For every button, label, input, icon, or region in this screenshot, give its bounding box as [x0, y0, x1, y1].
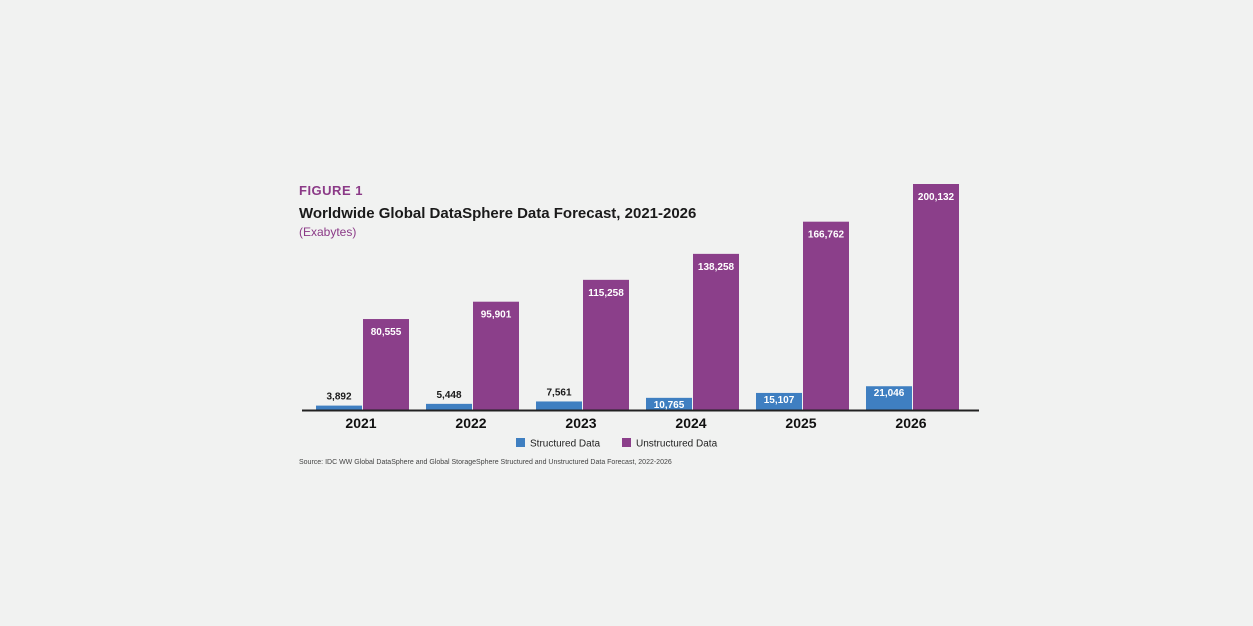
x-tick-label-2021: 2021	[345, 415, 376, 431]
data-label-structured-2024: 10,765	[654, 400, 685, 411]
bar-structured-2022	[426, 403, 472, 410]
bar-structured-2025	[756, 392, 802, 410]
figure-label: FIGURE 1	[299, 183, 363, 198]
legend-swatch-unstructured	[622, 438, 631, 447]
x-tick-label-2025: 2025	[785, 415, 816, 431]
x-tick-label-2024: 2024	[675, 415, 706, 431]
data-label-structured-2021: 3,892	[326, 392, 351, 403]
source-note: Source: IDC WW Global DataSphere and Glo…	[299, 459, 672, 466]
bar-unstructured-2024	[693, 253, 739, 410]
legend-label-unstructured: Unstructured Data	[636, 439, 718, 450]
data-label-unstructured-2022: 95,901	[481, 310, 512, 321]
legend-swatch-structured	[516, 438, 525, 447]
data-label-structured-2025: 15,107	[764, 395, 795, 406]
x-tick-label-2023: 2023	[565, 415, 596, 431]
legend-label-structured: Structured Data	[530, 439, 600, 450]
bar-structured-2024	[646, 397, 692, 410]
bar-unstructured-2023	[583, 279, 629, 410]
data-label-structured-2022: 5,448	[436, 390, 461, 401]
chart-subtitle: (Exabytes)	[299, 225, 357, 239]
data-label-structured-2026: 21,046	[874, 388, 905, 399]
data-label-unstructured-2023: 115,258	[588, 288, 624, 299]
bar-unstructured-2026	[913, 184, 959, 410]
bar-unstructured-2021	[363, 319, 409, 410]
chart-title: Worldwide Global DataSphere Data Forecas…	[299, 205, 697, 222]
bar-structured-2026	[866, 386, 912, 410]
bar-structured-2023	[536, 401, 582, 410]
data-label-unstructured-2025: 166,762	[808, 230, 845, 241]
bar-structured-2021	[316, 405, 362, 410]
data-label-unstructured-2026: 200,132	[918, 192, 955, 203]
data-label-unstructured-2021: 80,555	[371, 327, 402, 338]
bar-unstructured-2025	[803, 221, 849, 410]
data-label-structured-2023: 7,561	[546, 387, 571, 398]
x-tick-label-2022: 2022	[455, 415, 486, 431]
x-tick-label-2026: 2026	[895, 415, 926, 431]
data-label-unstructured-2024: 138,258	[698, 262, 735, 273]
bar-unstructured-2022	[473, 301, 519, 410]
